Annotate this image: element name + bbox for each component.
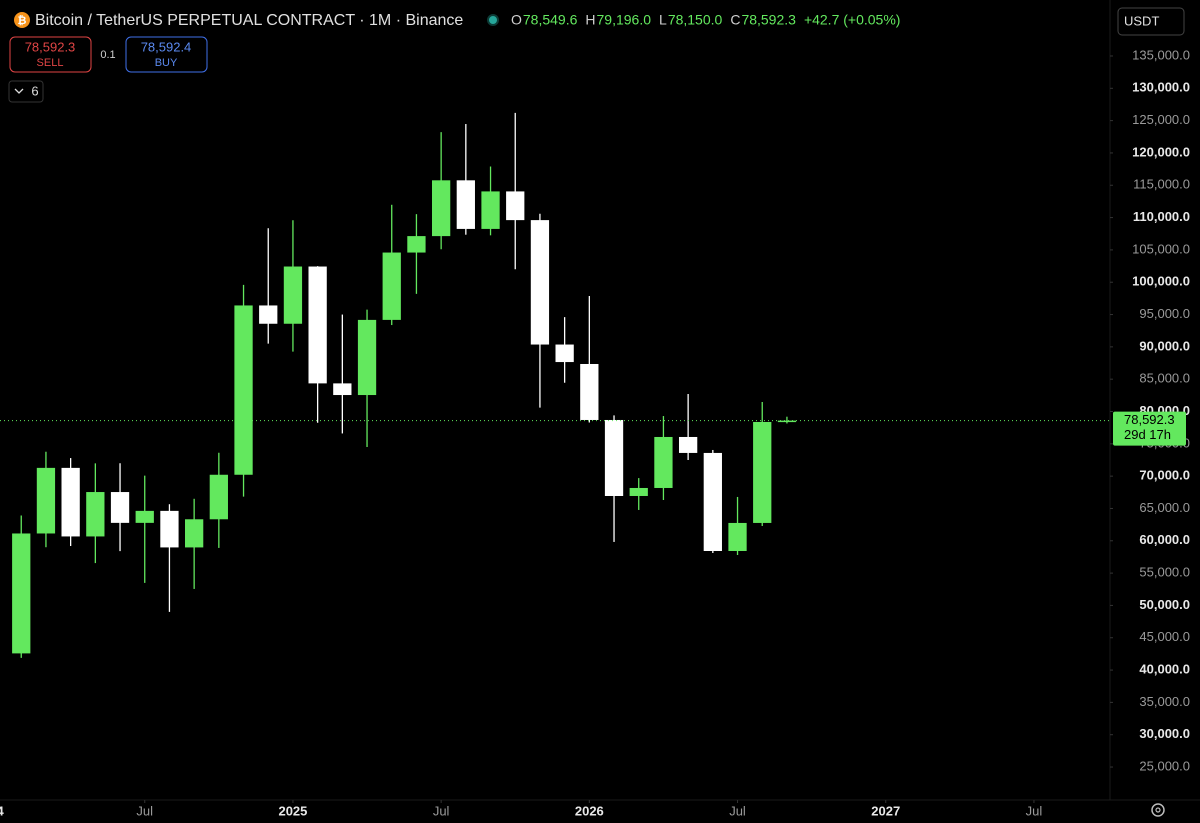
candle-body: [604, 419, 624, 496]
gear-outer: [1151, 803, 1165, 817]
y-tick-label: 85,000.0: [1139, 371, 1190, 386]
candle-body: [530, 220, 550, 345]
buy-price: 78,592.4: [141, 39, 192, 54]
y-tick-label: 70,000.0: [1139, 468, 1190, 483]
x-tick-label: 2027: [871, 803, 900, 818]
ohlc-key: L: [659, 12, 667, 28]
y-tick-label: 135,000.0: [1132, 47, 1190, 62]
candle-body: [12, 533, 31, 654]
candle-body: [333, 383, 352, 396]
y-tick-label: 115,000.0: [1133, 177, 1190, 192]
x-tick-label: Jul: [1026, 803, 1043, 818]
sell-button[interactable]: [9, 36, 92, 73]
indicators-count: 6: [31, 83, 38, 98]
candle-body: [135, 510, 154, 523]
candle-body: [456, 180, 475, 229]
candle-body: [580, 363, 599, 420]
candle-body: [160, 510, 179, 548]
candle-body: [407, 236, 426, 253]
candle-body: [555, 344, 574, 363]
countdown: 29d 17h: [1124, 427, 1171, 442]
y-tick-label: 105,000.0: [1132, 241, 1190, 256]
change: +42.7 (+0.05%): [804, 12, 901, 28]
y-tick-label: 100,000.0: [1132, 274, 1190, 289]
x-tick-label: Jul: [136, 803, 153, 818]
y-tick-label: 40,000.0: [1139, 662, 1190, 677]
candle-body: [703, 452, 722, 552]
candle-body: [61, 467, 80, 537]
y-tick-label: 95,000.0: [1139, 306, 1190, 321]
x-tick-label: 2026: [575, 803, 604, 818]
ohlc-value: 78,150.0: [668, 12, 723, 28]
y-tick-label: 25,000.0: [1139, 758, 1190, 773]
candle-body: [481, 191, 500, 229]
candle-body: [36, 467, 56, 534]
y-tick-label: 30,000.0: [1139, 726, 1190, 741]
y-tick-label: 125,000.0: [1132, 112, 1190, 127]
y-tick-label: 50,000.0: [1139, 597, 1190, 612]
buy-button[interactable]: [125, 36, 208, 73]
ohlc-value: 78,549.6: [523, 12, 578, 28]
y-tick-label: 65,000.0: [1139, 500, 1190, 515]
status-dot: [487, 14, 499, 26]
x-tick-label: Jul: [433, 803, 450, 818]
plot-area: [0, 112, 1110, 658]
candle-body: [382, 252, 401, 320]
bitcoin-icon: [14, 12, 30, 28]
currency: USDT: [1124, 13, 1159, 28]
x-tick-label: 24: [0, 803, 5, 818]
candle-body: [234, 305, 253, 475]
last-price-tag: [1113, 411, 1186, 446]
gear-inner: [1155, 807, 1161, 813]
candle-body: [185, 519, 204, 548]
y-tick-label: 60,000.0: [1139, 532, 1190, 547]
candle-body: [209, 474, 228, 520]
y-tick-label: 35,000.0: [1139, 694, 1190, 709]
y-tick-label: 55,000.0: [1139, 565, 1190, 580]
x-tick-label: 2025: [278, 803, 307, 818]
candle-body: [629, 487, 648, 496]
candle-body: [728, 522, 747, 552]
ohlc-key: O: [511, 12, 522, 28]
candle-body: [431, 180, 451, 237]
candle-body: [283, 266, 303, 324]
ohlc-key: H: [585, 12, 595, 28]
y-tick-label: 130,000.0: [1132, 80, 1190, 95]
candle-body: [777, 420, 797, 423]
ohlc-header: O 78,549.6 H 79,196.0 L 78,150.0 C 78,592.3 +42.…: [511, 12, 900, 28]
buy-label: BUY: [155, 57, 178, 69]
currency-selector[interactable]: [1117, 7, 1185, 36]
y-tick-label: 110,000.0: [1133, 209, 1190, 224]
ohlc-key: C: [730, 12, 740, 28]
chart-title: Bitcoin / TetherUS PERPETUAL CONTRACT · …: [35, 12, 463, 29]
sell-label: SELL: [37, 57, 64, 69]
candle-body: [506, 191, 525, 221]
y-tick-label: 120,000.0: [1132, 144, 1190, 159]
candle-body: [678, 436, 698, 453]
candle-body: [308, 266, 327, 384]
ohlc-value: 79,196.0: [597, 12, 652, 28]
candle-body: [753, 421, 772, 523]
candle-body: [654, 436, 673, 488]
chevron-icon: [14, 88, 24, 94]
bitcoin-glyph: ₿: [18, 15, 27, 27]
y-tick-label: 90,000.0: [1139, 338, 1190, 353]
settings-icon[interactable]: [1151, 803, 1165, 817]
candle-body: [357, 319, 377, 396]
ohlc-value: 78,592.3: [741, 12, 796, 28]
last-price-label: 78,592.3: [1124, 412, 1175, 427]
candle-body: [110, 492, 130, 523]
candle-body: [259, 305, 278, 324]
sell-price: 78,592.3: [25, 39, 76, 54]
spread: 0.1: [100, 49, 115, 61]
candle-body: [86, 492, 105, 537]
x-tick-label: Jul: [729, 803, 746, 818]
indicators-toggle[interactable]: [8, 80, 44, 103]
y-tick-label: 45,000.0: [1139, 629, 1190, 644]
